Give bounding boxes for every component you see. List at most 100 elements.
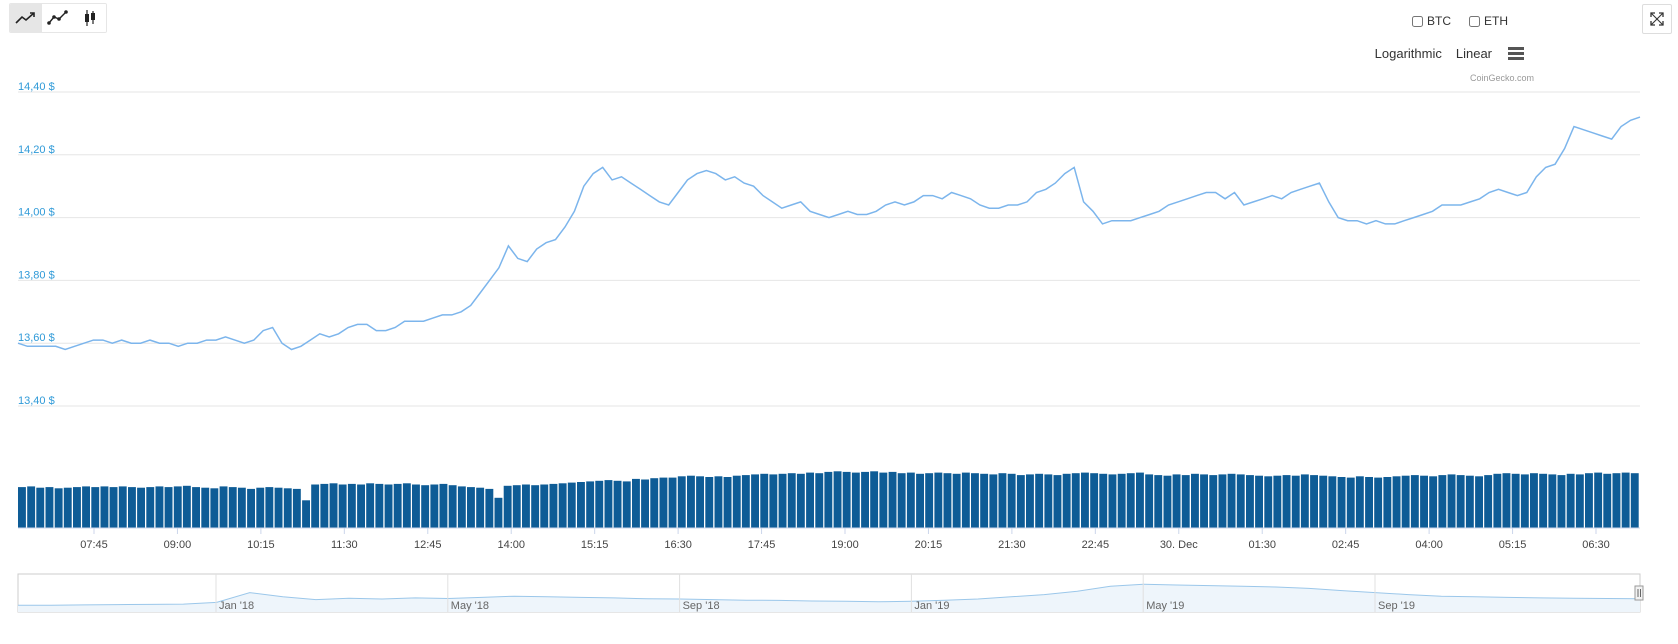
x-tick-label: 10:15 [247, 539, 275, 551]
volume-bar [173, 486, 182, 528]
volume-bar [1035, 473, 1044, 528]
volume-bar [1227, 473, 1236, 528]
x-axis: 07:45 09:00 10:15 11:30 12:45 14:00 15:15 16:30… [18, 527, 1640, 551]
volume-bar [1447, 474, 1456, 528]
price-line-series[interactable] [17, 116, 1641, 351]
volume-bar [677, 476, 686, 528]
volume-bar [476, 487, 485, 528]
volume-bar [1594, 472, 1603, 528]
eth-checkbox[interactable] [1469, 15, 1480, 27]
volume-bar [1420, 475, 1428, 528]
line-chart-icon [15, 12, 35, 24]
volume-bar [998, 473, 1007, 528]
volume-bar [796, 473, 805, 528]
x-tick-label: 05:15 [1499, 539, 1527, 551]
volume-bar [815, 473, 824, 528]
volume-bar [18, 487, 26, 529]
volume-bar [1007, 473, 1016, 528]
volume-bar [402, 483, 411, 528]
volume-bar [421, 485, 430, 528]
logarithmic-option[interactable]: Logarithmic [1374, 46, 1442, 61]
volume-bar [1410, 475, 1419, 528]
navigator-handle [1634, 585, 1644, 601]
navigator-label: Sep '18 [683, 600, 720, 612]
navigator[interactable]: Jan '18 May '18 Sep '18 Jan '19 May '19 Sep '… [17, 573, 1644, 613]
volume-bar [320, 483, 329, 528]
volume-bar [1566, 473, 1575, 528]
volume-bar [1044, 474, 1053, 528]
volume-bar [384, 484, 393, 528]
volume-bar [833, 471, 842, 528]
volume-bar [467, 487, 475, 529]
volume-bar [778, 473, 787, 528]
volume-bar [457, 486, 466, 528]
x-tick-label: 17:45 [748, 539, 776, 551]
volume-bar [613, 480, 622, 529]
btc-checkbox[interactable] [1412, 15, 1423, 27]
volume-bar [1429, 476, 1438, 528]
volume-bar [338, 484, 347, 528]
x-tick-label: 09:00 [164, 539, 192, 551]
volume-bar [549, 483, 558, 528]
volume-bar [128, 487, 136, 529]
volume-bar [201, 487, 210, 528]
volume-bar [192, 487, 200, 529]
volume-bar [567, 482, 576, 528]
volume-bar [155, 486, 164, 528]
volume-bar [366, 483, 375, 528]
volume-bar [1621, 472, 1630, 528]
volume-bar [292, 488, 301, 528]
line-chart-button[interactable] [10, 4, 42, 32]
volume-bar [237, 487, 246, 528]
x-tick-label: 20:15 [915, 539, 943, 551]
volume-bar [1530, 473, 1538, 528]
fullscreen-button[interactable] [1642, 4, 1672, 34]
volume-bar [182, 485, 191, 528]
candlestick-chart-button[interactable] [74, 4, 106, 32]
volume-bar [879, 472, 888, 528]
y-axis: 14,40 $ 14,20 $ 14,00 $ 13,80 $ 13,60 $ 13,40… [18, 81, 55, 407]
compare-eth[interactable]: ETH [1469, 14, 1508, 28]
volume-bar [769, 474, 778, 528]
volume-bar [485, 488, 494, 528]
navigator-area [18, 584, 1640, 612]
compare-btc[interactable]: BTC [1412, 14, 1451, 28]
volume-bar [1209, 475, 1218, 528]
volume-bar [741, 475, 750, 528]
volume-bar [91, 487, 100, 529]
volume-bar [558, 483, 567, 528]
dotted-line-chart-button[interactable] [42, 4, 74, 32]
volume-bar [806, 472, 814, 528]
volume-bar [36, 487, 45, 528]
volume-bar [1585, 473, 1593, 528]
volume-bar [540, 484, 549, 528]
volume-bar [1200, 474, 1208, 528]
x-tick-label: 02:45 [1332, 539, 1360, 551]
credits[interactable]: CoinGecko.com [1469, 73, 1534, 83]
linear-option[interactable]: Linear [1455, 46, 1492, 61]
volume-bar [1117, 473, 1126, 528]
y-tick-label: 13,40 $ [18, 395, 55, 407]
volume-bar [760, 473, 769, 528]
hamburger-menu-icon[interactable] [1508, 47, 1524, 60]
y-tick-label: 14,00 $ [18, 207, 55, 219]
volume-bar [357, 484, 365, 528]
volume-bar [1218, 474, 1227, 528]
y-tick-label: 13,80 $ [18, 269, 55, 281]
volume-bar [870, 471, 879, 528]
volume-bar [1603, 473, 1612, 528]
volume-bar [1484, 475, 1493, 528]
volume-bar [668, 477, 677, 528]
volume-bar [705, 477, 714, 528]
x-tick-label: 11:30 [331, 539, 358, 551]
volume-bar [256, 487, 265, 528]
volume-bar [1548, 474, 1557, 528]
volume-bar [824, 471, 833, 528]
volume-bar [961, 472, 970, 528]
volume-bar [219, 486, 228, 528]
volume-bar [1181, 475, 1190, 528]
volume-bar [311, 484, 320, 528]
volume-bar [1520, 474, 1529, 528]
x-tick-label: 12:45 [414, 539, 442, 551]
